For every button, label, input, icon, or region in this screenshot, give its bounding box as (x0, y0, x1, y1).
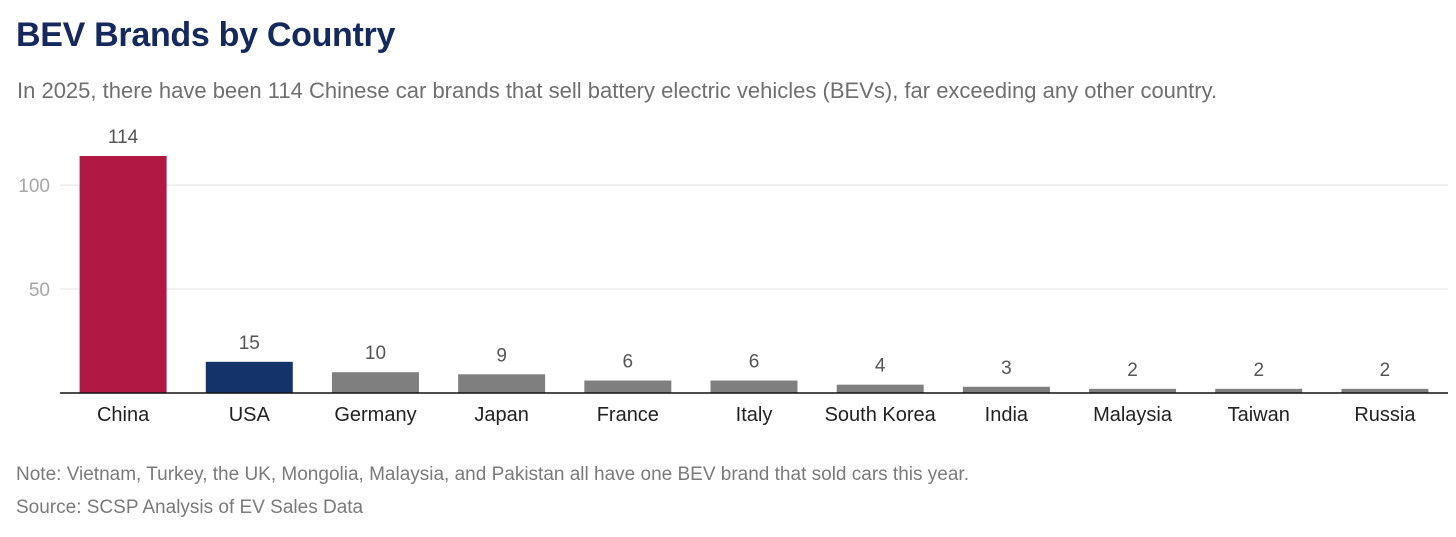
data-label-south-korea: 4 (875, 356, 886, 377)
x-tick-label-japan: Japan (474, 404, 529, 426)
labels: 50 100 114 China 15 USA 10 Germany 9 Japan 6 France… (18, 127, 1416, 426)
bar-japan (458, 374, 546, 393)
data-label-italy: 6 (749, 352, 760, 373)
x-tick-label-germany: Germany (334, 404, 416, 426)
x-tick-label-usa: USA (229, 404, 271, 426)
chart-note: Note: Vietnam, Turkey, the UK, Mongolia,… (16, 464, 969, 485)
x-tick-label-china: China (97, 404, 150, 426)
data-label-russia: 2 (1380, 360, 1391, 381)
data-label-japan: 9 (496, 345, 507, 366)
bar-china (79, 156, 167, 393)
x-tick-label-france: France (597, 404, 659, 426)
bar-south-korea (836, 384, 924, 393)
gridlines (60, 184, 1448, 290)
x-tick-label-malaysia: Malaysia (1093, 404, 1173, 426)
x-tick-label-taiwan: Taiwan (1228, 404, 1290, 426)
x-tick-label-india: India (985, 404, 1029, 426)
data-label-usa: 15 (239, 333, 260, 354)
chart-title: BEV Brands by Country (16, 16, 396, 54)
x-tick-label-russia: Russia (1354, 404, 1416, 426)
bar-india (962, 386, 1050, 393)
bar-germany (331, 372, 419, 393)
data-label-china: 114 (108, 127, 139, 148)
data-label-france: 6 (623, 352, 634, 373)
x-tick-label-italy: Italy (736, 404, 773, 426)
data-label-germany: 10 (365, 343, 386, 364)
x-tick-label-south-korea: South Korea (825, 404, 937, 426)
bar-taiwan (1215, 388, 1303, 393)
bar-italy (710, 380, 798, 393)
chart-source: Source: SCSP Analysis of EV Sales Data (16, 497, 364, 518)
data-label-malaysia: 2 (1127, 360, 1138, 381)
y-tick-label-50: 50 (29, 280, 50, 301)
data-label-india: 3 (1001, 358, 1012, 379)
bar-russia (1341, 388, 1429, 393)
bar-france (584, 380, 672, 393)
bars (60, 156, 1448, 394)
data-label-taiwan: 2 (1253, 360, 1264, 381)
y-tick-label-100: 100 (18, 176, 50, 197)
bar-malaysia (1089, 388, 1177, 393)
chart-subtitle: In 2025, there have been 114 Chinese car… (17, 78, 1218, 103)
bar-usa (205, 361, 293, 393)
